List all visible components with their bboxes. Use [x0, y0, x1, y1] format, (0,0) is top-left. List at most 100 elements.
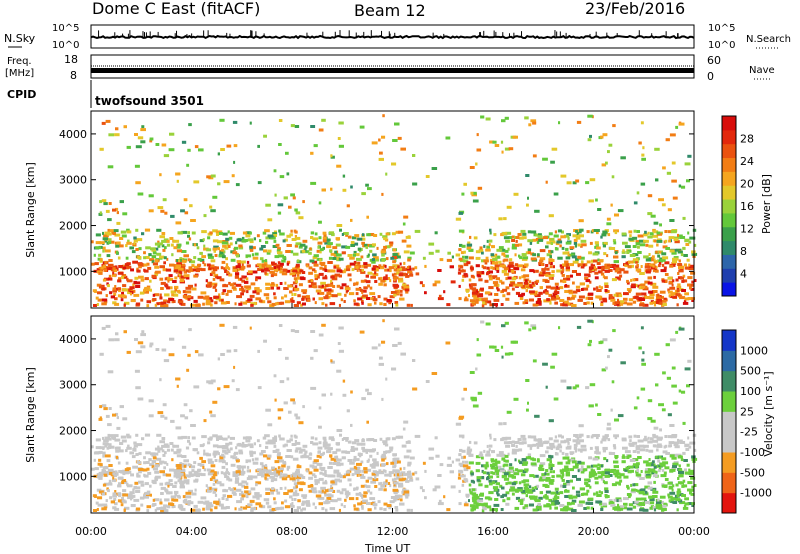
power-echo [606, 222, 612, 226]
power-echo [602, 133, 608, 137]
power-echo [588, 199, 594, 203]
velocity-echo [213, 450, 219, 454]
velocity-echo [314, 482, 318, 486]
velocity-echo [451, 460, 454, 464]
velocity-echo [519, 502, 524, 505]
power-echo [675, 125, 679, 129]
velocity-echo [662, 450, 668, 454]
power-echo [391, 256, 398, 259]
velocity-echo [590, 506, 594, 510]
power-echo [190, 303, 197, 307]
power-echo [406, 244, 412, 248]
power-echo [575, 229, 578, 233]
power-echo [278, 119, 283, 122]
velocity-echo [366, 438, 371, 442]
velocity-echo [347, 459, 353, 462]
power-echo [300, 303, 303, 307]
power-echo [264, 229, 270, 233]
velocity-echo [628, 435, 633, 439]
power-echo [577, 255, 582, 259]
velocity-echo [228, 486, 231, 490]
power-echo [270, 274, 274, 278]
power-echo [252, 290, 258, 294]
velocity-echo [657, 498, 660, 502]
power-echo [558, 121, 561, 125]
velocity-echo [332, 462, 337, 465]
velocity-echo [218, 459, 224, 463]
velocity-echo [145, 461, 150, 464]
power-echo [509, 283, 514, 287]
velocity-echo [273, 444, 277, 448]
velocity-echo [347, 440, 352, 444]
velocity-echo [608, 474, 613, 477]
power-echo [249, 245, 253, 249]
velocity-echo [399, 502, 405, 506]
velocity-echo [344, 492, 351, 496]
power-echo [230, 250, 235, 254]
velocity-echo [294, 449, 298, 453]
velocity-echo [308, 489, 313, 493]
power-echo [681, 185, 686, 189]
velocity-echo [653, 465, 657, 469]
power-echo [569, 253, 575, 257]
power-echo [508, 269, 511, 273]
velocity-echo [678, 468, 683, 472]
power-echo [329, 249, 333, 253]
power-echo [560, 303, 565, 307]
power-echo [199, 239, 204, 243]
velocity-echo [681, 390, 686, 394]
velocity-echo [99, 446, 105, 450]
velocity-echo [221, 446, 228, 450]
power-echo [202, 238, 205, 242]
velocity-echo [682, 479, 686, 483]
power-echo [212, 195, 218, 199]
velocity-echo [537, 503, 541, 506]
power-echo [286, 260, 291, 264]
velocity-echo [385, 437, 390, 441]
velocity-echo [279, 437, 285, 441]
velocity-echo [234, 480, 239, 484]
power-echo [297, 276, 303, 280]
velocity-echo [523, 486, 529, 490]
velocity-echo [405, 479, 410, 483]
power-echo [104, 239, 108, 243]
power-echo [481, 271, 485, 274]
velocity-echo [422, 489, 425, 493]
velocity-echo [513, 472, 520, 476]
power-echo [671, 283, 674, 287]
power-echo [677, 250, 683, 254]
power-echo [638, 239, 645, 243]
power-echo [289, 233, 293, 237]
power-echo [108, 133, 115, 137]
velocity-echo [472, 493, 479, 497]
velocity-echo [365, 450, 369, 454]
velocity-echo [644, 501, 650, 504]
power-echo [463, 250, 466, 254]
velocity-echo [289, 438, 293, 442]
nsky-tick-top: 10^5 [52, 23, 79, 34]
velocity-echo [608, 348, 613, 352]
power-echo [286, 262, 290, 266]
power-echo [129, 286, 135, 290]
velocity-echo [172, 485, 177, 488]
power-echo [639, 272, 645, 275]
velocity-echo [131, 455, 136, 459]
velocity-echo [210, 464, 216, 468]
power-echo [187, 148, 191, 152]
velocity-echo [409, 456, 415, 460]
power-echo [137, 136, 144, 140]
velocity-echo [602, 504, 608, 508]
velocity-echo [174, 481, 178, 485]
velocity-echo [677, 481, 683, 485]
velocity-echo [559, 469, 563, 473]
power-echo [501, 281, 505, 285]
velocity-echo [380, 481, 383, 485]
power-echo [613, 241, 617, 245]
velocity-echo [626, 507, 633, 511]
power-echo [110, 295, 115, 299]
power-echo [238, 246, 244, 250]
velocity-echo [345, 450, 351, 454]
power-echo [391, 273, 395, 277]
power-echo [517, 282, 523, 286]
power-echo [126, 228, 130, 232]
